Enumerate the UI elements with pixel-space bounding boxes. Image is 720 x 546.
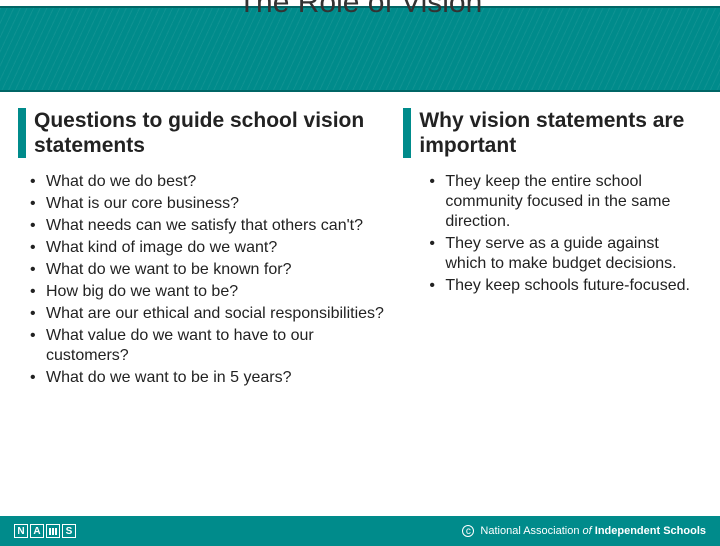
- list-item: What do we want to be in 5 years?: [26, 368, 385, 388]
- right-column: Why vision statements are important They…: [403, 108, 692, 390]
- list-item: What needs can we satisfy that others ca…: [26, 216, 385, 236]
- list-item: What value do we want to have to our cus…: [26, 326, 385, 366]
- list-item: What is our core business?: [26, 194, 385, 214]
- list-item: What kind of image do we want?: [26, 238, 385, 258]
- list-item: How big do we want to be?: [26, 282, 385, 302]
- accent-bar-right: [403, 108, 411, 158]
- content-area: Questions to guide school vision stateme…: [0, 92, 720, 390]
- left-column: Questions to guide school vision stateme…: [18, 108, 385, 390]
- list-item: They keep the entire school community fo…: [425, 172, 692, 232]
- logo-letter-a: A: [30, 524, 44, 538]
- footer-brand: c National Association of Independent Sc…: [462, 525, 706, 537]
- list-item: What do we want to be known for?: [26, 260, 385, 280]
- right-heading: Why vision statements are important: [419, 108, 692, 158]
- brand-suffix: Independent Schools: [595, 525, 706, 537]
- list-item: They keep schools future-focused.: [425, 276, 692, 296]
- copyright-icon: c: [462, 525, 474, 537]
- footer-bar: N A S c National Association of Independ…: [0, 516, 720, 546]
- brand-of: of: [579, 525, 594, 537]
- list-item: What do we do best?: [26, 172, 385, 192]
- right-heading-block: Why vision statements are important: [403, 108, 692, 158]
- accent-bar-left: [18, 108, 26, 158]
- logo-letter-n: N: [14, 524, 28, 538]
- title-band: The Role of Vision: [0, 6, 720, 92]
- footer-logo: N A S: [14, 524, 78, 538]
- list-item: They serve as a guide against which to m…: [425, 234, 692, 274]
- left-heading: Questions to guide school vision stateme…: [34, 108, 385, 158]
- brand-text: National Association of Independent Scho…: [480, 525, 706, 537]
- right-bullet-list: They keep the entire school community fo…: [403, 172, 692, 296]
- slide-title: The Role of Vision: [0, 0, 720, 20]
- left-heading-block: Questions to guide school vision stateme…: [18, 108, 385, 158]
- list-item: What are our ethical and social responsi…: [26, 304, 385, 324]
- brand-prefix: National Association: [480, 525, 579, 537]
- left-bullet-list: What do we do best? What is our core bus…: [18, 172, 385, 388]
- logo-bars-icon: [46, 524, 60, 538]
- logo-letter-s: S: [62, 524, 76, 538]
